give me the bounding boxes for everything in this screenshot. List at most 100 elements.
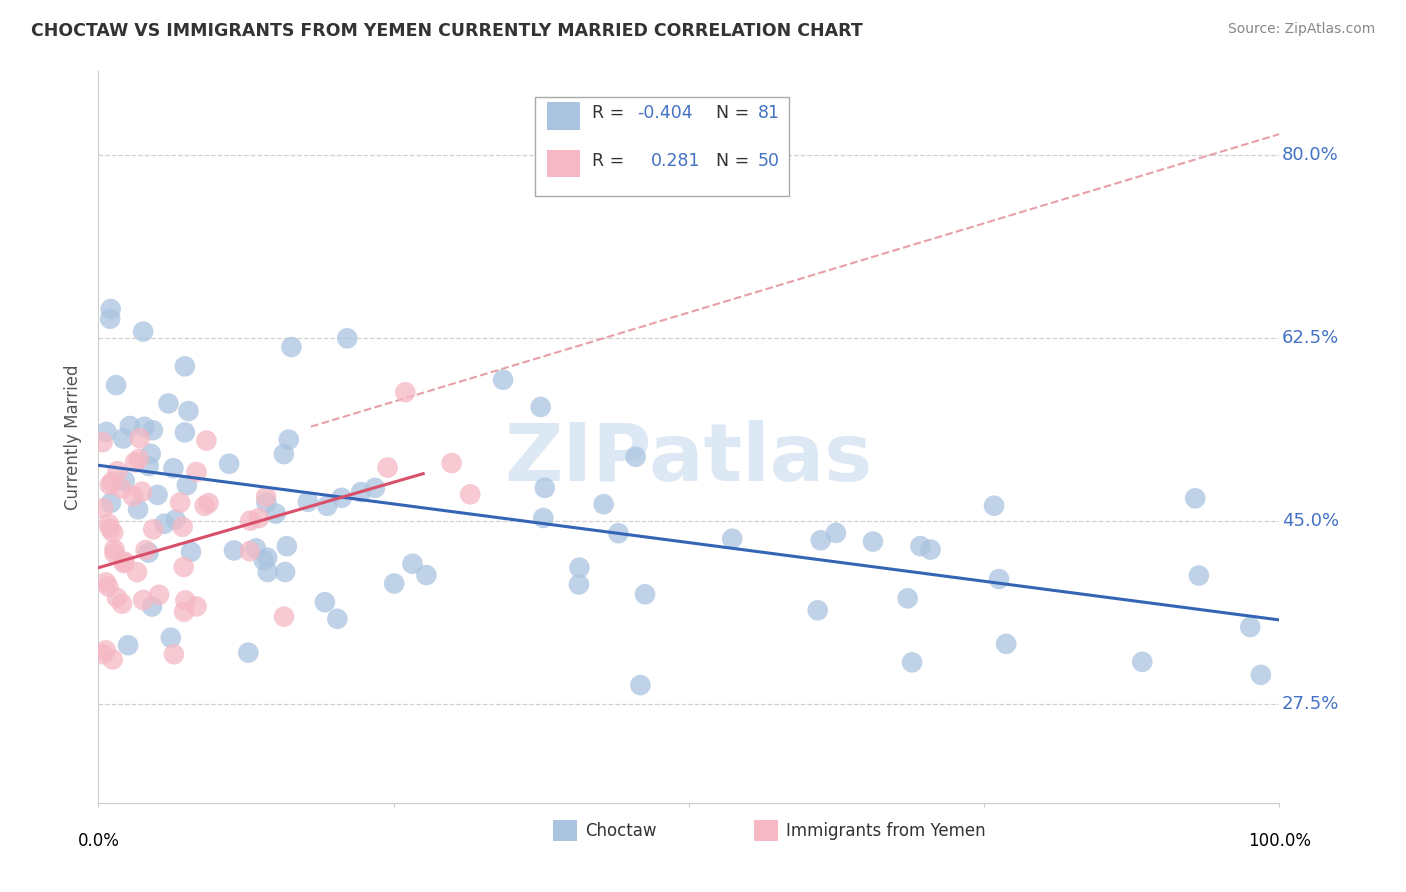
Point: [628, 678, 651, 692]
Point: [314, 595, 336, 609]
Point: [100, 301, 122, 316]
Text: 80.0%: 80.0%: [1282, 146, 1339, 164]
Point: [721, 532, 744, 546]
Point: [103, 546, 125, 560]
Point: [94, 643, 117, 657]
Point: [568, 560, 591, 574]
Text: -0.404: -0.404: [637, 104, 693, 122]
Point: [382, 576, 405, 591]
Point: [98, 311, 121, 326]
Point: [264, 507, 287, 521]
Text: ZIPatlas: ZIPatlas: [505, 420, 873, 498]
Point: [238, 646, 260, 660]
Point: [394, 385, 416, 400]
Point: [114, 555, 136, 569]
Point: [132, 325, 155, 339]
Point: [568, 577, 591, 591]
Point: [254, 490, 277, 504]
Point: [122, 489, 145, 503]
Point: [138, 546, 160, 560]
Point: [592, 497, 614, 511]
Point: [98, 478, 121, 492]
Point: [163, 647, 186, 661]
Point: [94, 575, 117, 590]
Point: [530, 400, 553, 414]
Text: R =: R =: [592, 104, 630, 122]
Point: [141, 599, 163, 614]
Point: [157, 396, 180, 410]
Y-axis label: Currently Married: Currently Married: [65, 364, 83, 510]
Point: [101, 652, 124, 666]
Point: [98, 522, 121, 536]
Point: [131, 484, 153, 499]
Point: [142, 522, 165, 536]
Point: [862, 534, 884, 549]
Point: [153, 516, 176, 531]
Text: 0.281: 0.281: [651, 152, 700, 169]
Point: [531, 511, 554, 525]
Point: [1130, 655, 1153, 669]
Point: [218, 457, 240, 471]
Point: [174, 359, 197, 374]
Point: [124, 455, 146, 469]
Point: [173, 425, 195, 440]
Point: [273, 609, 295, 624]
Point: [256, 565, 278, 579]
Point: [273, 447, 295, 461]
Point: [1184, 491, 1206, 506]
Point: [173, 605, 195, 619]
Point: [901, 656, 924, 670]
Point: [239, 544, 262, 558]
Point: [132, 593, 155, 607]
Point: [112, 432, 135, 446]
Point: [105, 591, 128, 605]
Point: [336, 331, 359, 345]
Point: [1250, 668, 1272, 682]
Point: [364, 481, 387, 495]
FancyBboxPatch shape: [754, 821, 778, 841]
Point: [186, 599, 208, 614]
Point: [97, 580, 120, 594]
Point: [280, 340, 302, 354]
Point: [897, 591, 920, 606]
Point: [415, 568, 437, 582]
Point: [492, 373, 515, 387]
Point: [173, 560, 195, 574]
Point: [114, 474, 136, 488]
Point: [146, 488, 169, 502]
Text: 50: 50: [758, 152, 779, 169]
Text: 100.0%: 100.0%: [1249, 832, 1310, 850]
Point: [117, 638, 139, 652]
Point: [350, 485, 373, 500]
Point: [316, 499, 339, 513]
Point: [533, 481, 555, 495]
Point: [172, 520, 194, 534]
Point: [326, 612, 349, 626]
Point: [159, 631, 181, 645]
Point: [634, 587, 657, 601]
Point: [807, 603, 830, 617]
Text: CHOCTAW VS IMMIGRANTS FROM YEMEN CURRENTLY MARRIED CORRELATION CHART: CHOCTAW VS IMMIGRANTS FROM YEMEN CURRENT…: [31, 22, 863, 40]
Point: [176, 478, 198, 492]
Point: [97, 516, 120, 531]
Point: [111, 597, 134, 611]
Point: [1239, 620, 1261, 634]
Point: [177, 404, 200, 418]
Text: N =: N =: [716, 104, 755, 122]
Point: [377, 460, 399, 475]
Text: 27.5%: 27.5%: [1282, 695, 1339, 713]
Point: [253, 553, 276, 567]
Point: [174, 593, 197, 607]
Point: [103, 542, 125, 557]
FancyBboxPatch shape: [547, 150, 581, 178]
Point: [169, 495, 191, 509]
Point: [118, 419, 141, 434]
Point: [222, 543, 245, 558]
Point: [330, 491, 353, 505]
Point: [125, 565, 148, 579]
Point: [239, 514, 262, 528]
Point: [247, 511, 270, 525]
FancyBboxPatch shape: [536, 97, 789, 195]
Point: [440, 456, 463, 470]
Point: [195, 434, 218, 448]
